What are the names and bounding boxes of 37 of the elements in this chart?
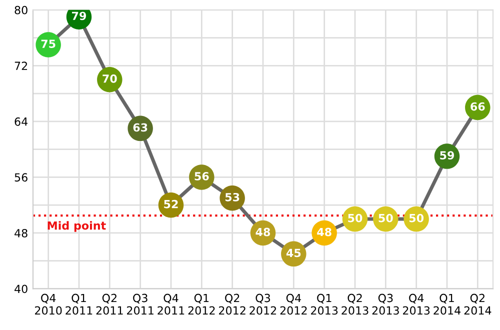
data-label: 63 [133,123,148,132]
x-tick-label: Q4 2013 [403,294,430,315]
data-label: 50 [378,214,393,222]
x-tick-label: Q3 2011 [127,294,154,315]
x-tick-label: Q4 2011 [158,294,184,315]
y-tick-label: 56 [14,173,28,182]
data-label: 50 [409,214,424,222]
x-tick-label: Q1 2012 [188,294,215,315]
x-tick-label: Q2 2014 [464,294,492,315]
y-tick-label: 80 [14,6,28,14]
y-tick-label: 64 [14,117,28,126]
data-label: 45 [286,248,301,258]
y-tick-label: 72 [14,62,28,70]
data-label: 48 [317,228,332,236]
y-tick-label: 40 [14,284,28,294]
x-tick-label: Q4 2010 [35,294,62,315]
data-label: 66 [470,102,485,111]
data-label: 52 [164,200,178,208]
data-label: 70 [102,74,117,83]
data-label: 50 [348,214,362,222]
x-tick-label: Q2 2011 [96,294,123,315]
x-tick-label: Q3 2013 [372,294,399,315]
x-tick-label: Q1 2013 [311,294,338,315]
ref-line-label: Mid point [48,221,106,232]
data-label: 75 [41,40,56,48]
data-label: 48 [256,228,270,236]
x-tick-label: Q1 2014 [434,294,461,315]
data-label: 53 [225,192,240,202]
x-tick-label: Q2 2013 [342,294,368,315]
x-tick-label: Q1 2011 [66,294,92,315]
x-tick-label: Q3 2012 [250,294,276,315]
y-tick-label: 48 [14,228,28,238]
data-label: 59 [440,151,454,160]
x-tick-label: Q4 2012 [280,294,307,315]
data-label: 56 [194,172,209,180]
data-label: 79 [72,12,86,20]
x-tick-label: Q2 2012 [219,294,246,315]
